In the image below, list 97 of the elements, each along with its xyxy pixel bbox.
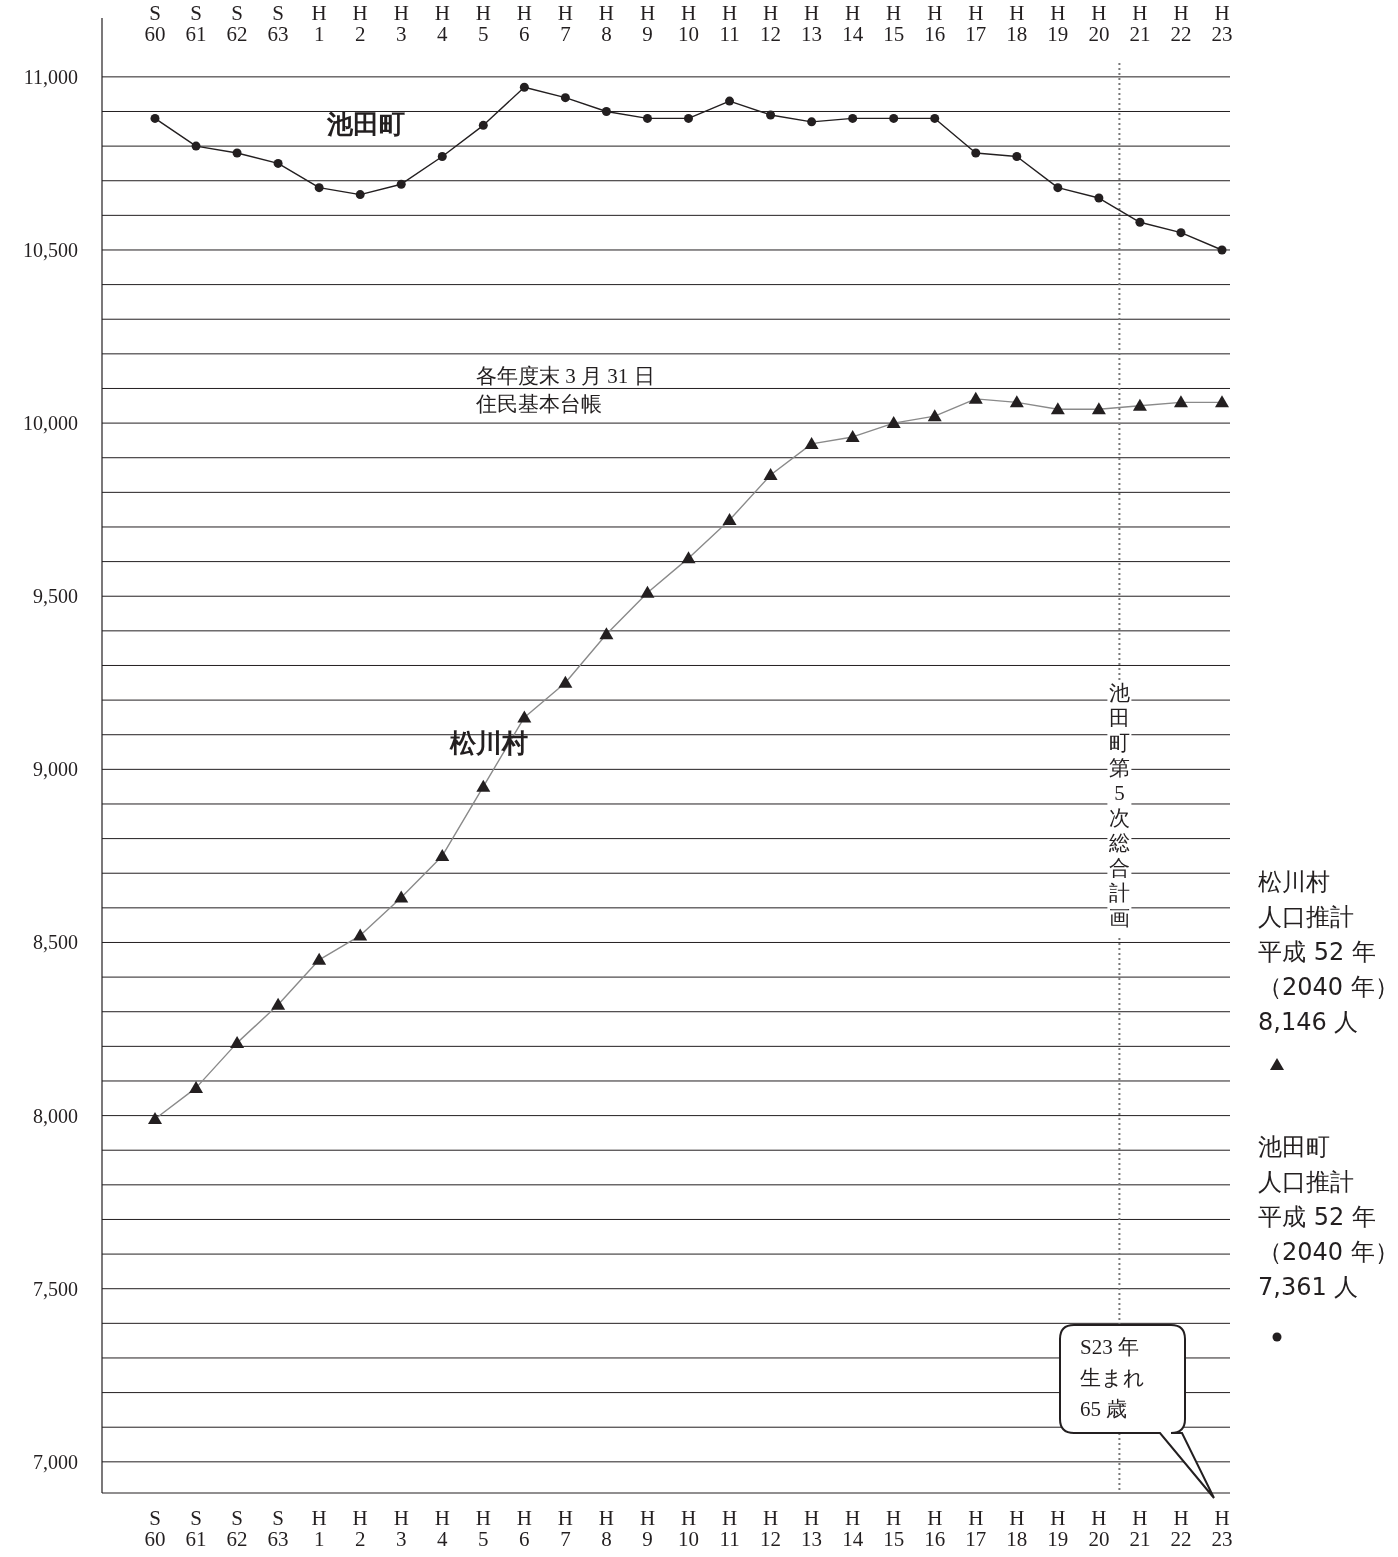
text: 松川村人口推計平成 52 年（2040 年）8,146 人 xyxy=(1258,868,1398,1036)
point xyxy=(807,117,817,127)
point xyxy=(1217,245,1227,255)
point xyxy=(273,158,283,168)
x-tick-label: H 4 xyxy=(434,1,450,46)
x-tick-label: H 11 xyxy=(719,1,740,46)
y-tick-label: 10,000 xyxy=(23,412,78,435)
point xyxy=(478,120,488,130)
category-label: H 10 xyxy=(678,1506,699,1551)
x-tick-label: H 5 xyxy=(475,1,491,46)
point xyxy=(642,113,652,123)
category-label: S 61 xyxy=(185,1506,207,1551)
category-label: H 4 xyxy=(434,1506,450,1551)
x-tick-label: H 13 xyxy=(801,1,823,46)
category-label: H 20 xyxy=(1088,1506,1110,1551)
y-tick-label: 10,500 xyxy=(23,238,78,261)
x-tick-label: H 22 xyxy=(1170,1,1192,46)
series-label: 松川村 xyxy=(449,727,529,758)
category-label: H 22 xyxy=(1170,1506,1192,1551)
category-label: H 15 xyxy=(883,1506,905,1551)
point xyxy=(1053,183,1063,193)
category-label: H 2 xyxy=(352,1506,368,1551)
x-tick-label: H 8 xyxy=(598,1,615,46)
category-label: H 8 xyxy=(598,1506,615,1551)
point xyxy=(971,148,981,158)
x-tick-label: H 21 xyxy=(1129,1,1151,46)
y-tick-label: 7,000 xyxy=(33,1450,78,1473)
category-label: H 3 xyxy=(393,1506,409,1551)
annotation: S23 年生まれ65 歳 xyxy=(1080,1335,1145,1421)
category-label: H 12 xyxy=(760,1506,782,1551)
x-tick-label: H 20 xyxy=(1088,1,1110,46)
y-tick-label: 8,500 xyxy=(33,931,78,954)
point xyxy=(355,190,365,200)
point xyxy=(601,106,611,116)
category-label: H 6 xyxy=(516,1506,532,1551)
point xyxy=(930,113,940,123)
category-label: H 7 xyxy=(557,1506,573,1551)
category-label: H 18 xyxy=(1006,1506,1028,1551)
text: 池田町第5次総合計画 xyxy=(1108,681,1130,930)
point xyxy=(232,148,242,158)
y-tick-label: 9,000 xyxy=(33,758,78,781)
x-tick-label: H 15 xyxy=(883,1,905,46)
point xyxy=(889,113,899,123)
category-label: S 60 xyxy=(144,1506,166,1551)
category-label: H 11 xyxy=(719,1506,740,1551)
category-label: H 23 xyxy=(1211,1506,1233,1551)
series-label: 池田町 xyxy=(326,108,406,139)
x-tick-label: S 61 xyxy=(185,1,207,46)
point xyxy=(848,113,858,123)
x-tick-label: H 14 xyxy=(842,1,864,46)
category-label: H 9 xyxy=(639,1506,656,1551)
category-label: S 63 xyxy=(267,1506,289,1551)
x-tick-label: S 63 xyxy=(267,1,289,46)
category-label: H 19 xyxy=(1047,1506,1069,1551)
annotation: 各年度末 3 月 31 日住民基本台帳 xyxy=(475,364,655,416)
x-tick-label: S 60 xyxy=(144,1,166,46)
point xyxy=(396,179,406,189)
category-label: H 13 xyxy=(801,1506,823,1551)
x-tick-label: H 3 xyxy=(393,1,409,46)
category-label: H 14 xyxy=(842,1506,864,1551)
y-tick-label: 9,500 xyxy=(33,585,78,608)
point xyxy=(314,183,324,193)
point xyxy=(437,152,447,161)
category-label: H 1 xyxy=(311,1506,327,1551)
point xyxy=(725,96,735,106)
point xyxy=(191,141,201,151)
y-tick-label: 11,000 xyxy=(23,65,78,88)
x-tick-label: S 62 xyxy=(226,1,248,46)
x-tick-label: H 2 xyxy=(352,1,368,46)
text: 池田町人口推計平成 52 年（2040 年）7,361 人 xyxy=(1258,1133,1398,1301)
point xyxy=(1135,217,1145,227)
point xyxy=(684,113,693,123)
x-tick-label: H 7 xyxy=(557,1,573,46)
x-tick-label: H 18 xyxy=(1006,1,1028,46)
x-tick-label: H 17 xyxy=(965,1,987,46)
category-label: H 21 xyxy=(1129,1506,1151,1551)
category-label: H 5 xyxy=(475,1506,491,1551)
x-tick-label: H 6 xyxy=(516,1,532,46)
y-tick-label: 7,500 xyxy=(33,1277,78,1300)
x-tick-label: H 10 xyxy=(678,1,699,46)
x-tick-label: H 12 xyxy=(760,1,782,46)
point xyxy=(560,93,570,103)
category-label: H 16 xyxy=(924,1506,946,1551)
point xyxy=(1094,193,1104,203)
y-tick-label: 8,000 xyxy=(33,1104,78,1127)
point xyxy=(1012,152,1022,161)
point xyxy=(1176,228,1186,238)
x-tick-label: H 1 xyxy=(311,1,327,46)
x-tick-label: H 9 xyxy=(639,1,656,46)
category-label: H 17 xyxy=(965,1506,987,1551)
category-label: S 62 xyxy=(226,1506,248,1551)
x-tick-label: H 19 xyxy=(1047,1,1069,46)
point xyxy=(150,113,160,123)
point xyxy=(519,82,529,92)
x-tick-label: H 16 xyxy=(924,1,946,46)
x-tick-label: H 23 xyxy=(1211,1,1233,46)
point xyxy=(766,110,776,120)
